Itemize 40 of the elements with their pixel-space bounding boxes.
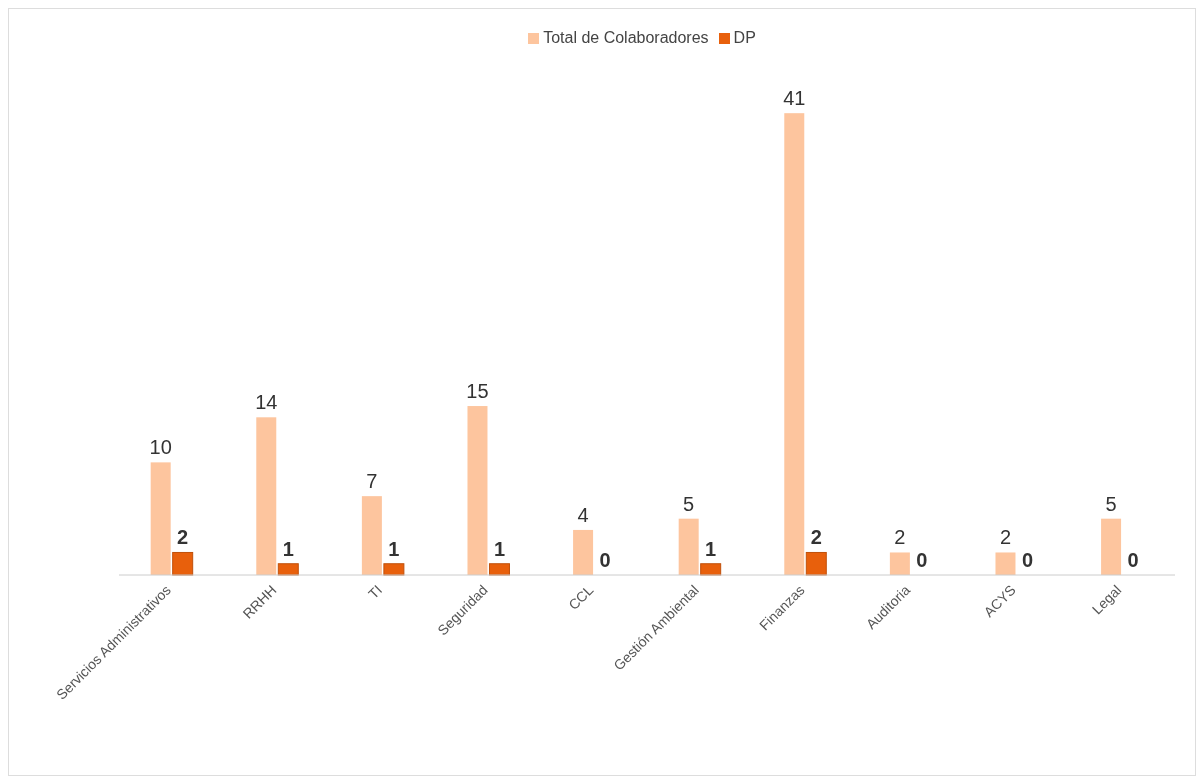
legend-label: DP	[733, 29, 756, 46]
bar	[256, 417, 277, 575]
data-label: 7	[366, 470, 378, 493]
data-label: 1	[705, 537, 717, 560]
data-label: 0	[599, 549, 611, 571]
bar	[700, 563, 722, 576]
legend-label: Total de Colaboradores	[543, 29, 709, 46]
x-tick-label: CCL	[565, 581, 597, 613]
bar	[995, 552, 1016, 575]
data-label: 10	[149, 436, 172, 459]
data-label: 14	[255, 391, 278, 414]
bar	[1101, 518, 1122, 575]
data-label: 0	[916, 549, 928, 571]
data-label: 2	[810, 526, 822, 549]
bar	[150, 462, 171, 575]
x-tick-label: TI	[365, 581, 386, 602]
data-label: 5	[1105, 492, 1117, 515]
data-label: 2	[177, 526, 189, 549]
bar	[678, 518, 699, 575]
data-label: 41	[783, 87, 806, 110]
data-label: 0	[1021, 549, 1034, 571]
data-label: 1	[282, 537, 294, 560]
bar	[784, 113, 805, 575]
bar	[467, 406, 488, 575]
data-label: 0	[1127, 549, 1139, 571]
data-label: 2	[894, 526, 906, 549]
bar	[277, 563, 299, 576]
data-label: 5	[683, 492, 695, 515]
data-label: 2	[999, 526, 1012, 549]
data-label: 15	[466, 380, 489, 403]
bar	[573, 529, 594, 575]
bar	[889, 552, 910, 575]
data-label: 1	[388, 537, 400, 560]
bar	[488, 563, 510, 576]
bar	[361, 496, 382, 575]
data-label: 1	[493, 537, 506, 560]
bar	[805, 551, 827, 576]
bar	[172, 551, 194, 576]
data-label: 4	[577, 503, 589, 526]
bar	[383, 563, 405, 576]
